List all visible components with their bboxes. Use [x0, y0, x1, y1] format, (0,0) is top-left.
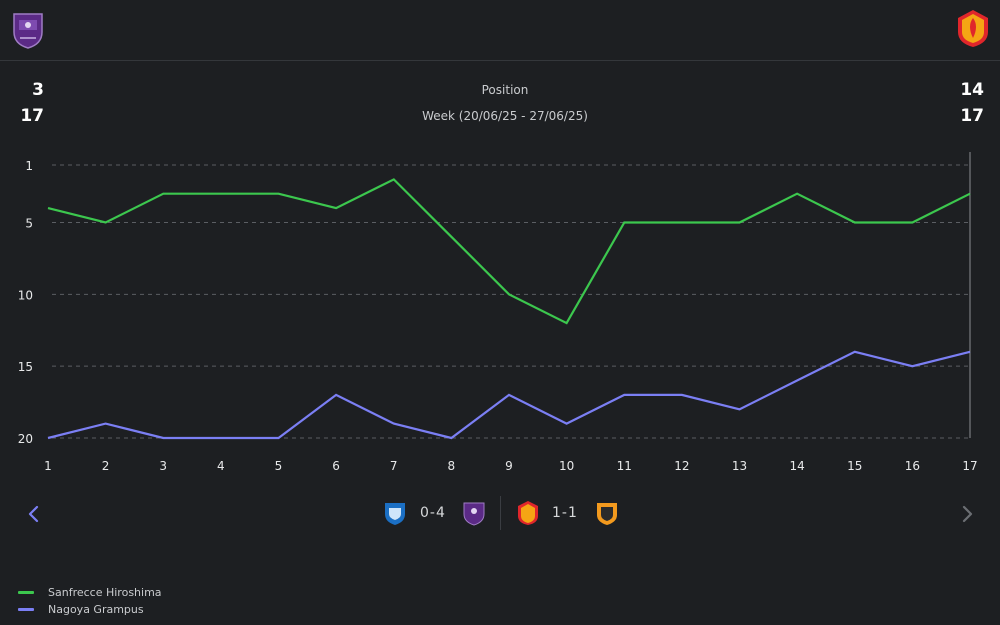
sanfrecce-mini-crest-icon[interactable]: [462, 500, 486, 526]
chart-title: Position: [481, 83, 529, 97]
home-position: 3: [32, 80, 44, 100]
x-tick-label: 2: [102, 459, 110, 473]
x-tick-label: 3: [159, 459, 167, 473]
match-divider: [500, 496, 501, 530]
x-tick-label: 12: [674, 459, 689, 473]
series-line-away: [47, 350, 971, 440]
x-tick-label: 13: [732, 459, 747, 473]
week-matches: 0-4 1-1: [380, 494, 620, 532]
x-tick-label: 1: [44, 459, 52, 473]
x-tick-label: 6: [332, 459, 340, 473]
home-week: 17: [20, 106, 44, 126]
y-tick-label: 15: [18, 360, 33, 374]
legend-item-home[interactable]: Sanfrecce Hiroshima: [18, 584, 162, 601]
x-tick-label: 14: [789, 459, 804, 473]
x-tick-label: 15: [847, 459, 862, 473]
chart-legend: Sanfrecce Hiroshima Nagoya Grampus: [18, 584, 162, 618]
chart-subtitle: Week (20/06/25 - 27/06/25): [422, 109, 588, 123]
nagoya-crest-icon[interactable]: [955, 8, 991, 48]
y-tick-label: 20: [18, 432, 33, 446]
sanfrecce-crest-icon[interactable]: [10, 10, 46, 50]
x-tick-label: 10: [559, 459, 574, 473]
x-tick-label: 4: [217, 459, 225, 473]
y-tick-label: 1: [25, 159, 33, 173]
x-tick-label: 7: [390, 459, 398, 473]
nagoya-mini-crest-icon[interactable]: [516, 500, 540, 526]
shimizu-crest-icon[interactable]: [595, 500, 619, 526]
header-bar: [0, 0, 1000, 61]
y-tick-label: 10: [18, 288, 33, 302]
legend-swatch-away: [18, 608, 34, 611]
match-score-2: 1-1: [552, 505, 578, 521]
next-week-button[interactable]: [953, 500, 981, 528]
legend-label-away: Nagoya Grampus: [48, 603, 144, 616]
prev-week-button[interactable]: [20, 500, 48, 528]
chevron-left-icon: [28, 505, 39, 523]
legend-label-home: Sanfrecce Hiroshima: [48, 586, 162, 599]
x-tick-label: 5: [275, 459, 283, 473]
legend-swatch-home: [18, 591, 34, 594]
match-score-1: 0-4: [420, 505, 446, 521]
x-tick-label: 16: [905, 459, 920, 473]
chevron-right-icon: [962, 505, 973, 523]
yokohama-fc-crest-icon[interactable]: [383, 500, 407, 526]
x-tick-label: 8: [448, 459, 456, 473]
legend-item-away[interactable]: Nagoya Grampus: [18, 601, 162, 618]
away-week: 17: [960, 106, 984, 126]
away-position: 14: [960, 80, 984, 100]
series-line-home: [47, 178, 971, 325]
x-tick-label: 11: [617, 459, 632, 473]
x-tick-label: 17: [962, 459, 977, 473]
x-tick-label: 9: [505, 459, 513, 473]
y-tick-label: 5: [25, 216, 33, 230]
